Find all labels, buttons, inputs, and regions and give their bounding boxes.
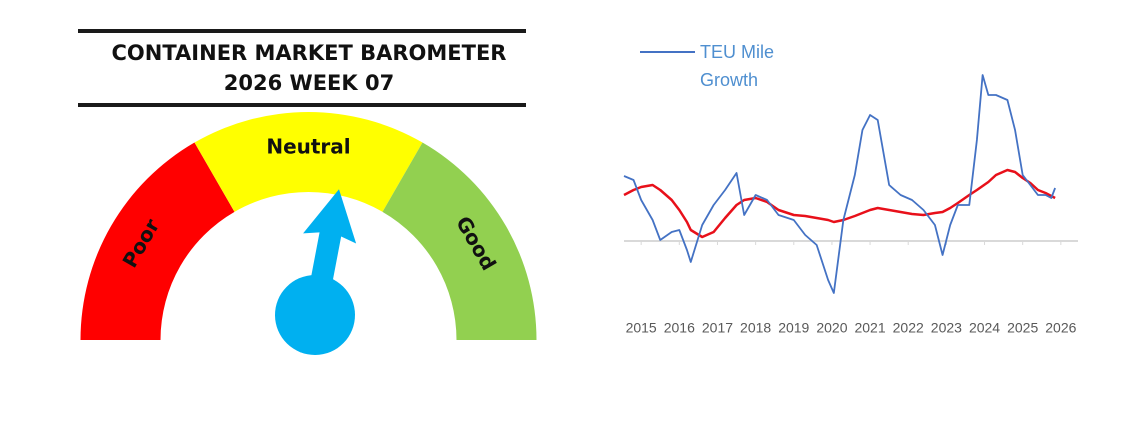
- gauge-title: CONTAINER MARKET BAROMETER: [112, 41, 507, 65]
- x-tick-label: 2019: [778, 320, 809, 336]
- needle-arrow: [303, 189, 357, 318]
- gauge-segment: [194, 111, 423, 212]
- x-tick-label: 2015: [626, 320, 657, 336]
- gauge-segment: [382, 142, 537, 340]
- gauge-label: Neutral: [266, 135, 350, 159]
- x-tick-label: 2020: [816, 320, 847, 336]
- x-tick-label: 2023: [931, 320, 962, 336]
- x-tick-label: 2021: [854, 320, 885, 336]
- x-tick-label: 2025: [1007, 320, 1038, 336]
- x-tick-label: 2018: [740, 320, 771, 336]
- legend: TEU Mile Growth: [700, 42, 775, 90]
- series-line: [623, 74, 1056, 294]
- x-tick-label: 2024: [969, 320, 1000, 336]
- x-tick-label: 2022: [893, 320, 924, 336]
- gauge-subtitle: 2026 WEEK 07: [224, 71, 394, 95]
- line-chart: 2015 2016 2017 2018 2019 2020 2021 2022 2023 2024…: [623, 74, 1078, 336]
- x-tick-label: 2017: [702, 320, 733, 336]
- series-line: [623, 168, 1056, 239]
- x-tick-label: 2016: [664, 320, 695, 336]
- x-tick-label: 2026: [1045, 320, 1076, 336]
- gauge-segment: [80, 142, 235, 340]
- needle: [275, 189, 357, 355]
- legend-label: TEU Mile Growth: [700, 42, 775, 90]
